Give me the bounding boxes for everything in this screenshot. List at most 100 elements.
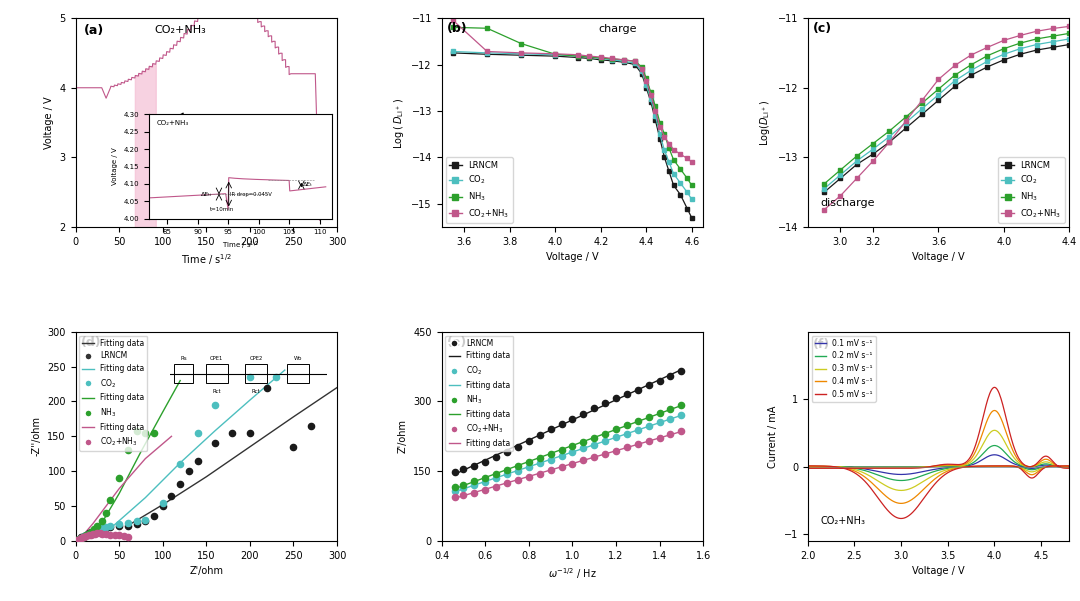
0.2 mV s⁻¹ <box>930 467 943 474</box>
Text: CO₂+NH₃: CO₂+NH₃ <box>821 516 866 526</box>
Point <box>80 528 97 538</box>
Point <box>465 480 483 490</box>
Point <box>76 531 93 541</box>
Point <box>465 477 483 486</box>
CO$_2$ <box>680 189 693 196</box>
NH$_3$ <box>617 56 630 64</box>
Point <box>78 531 95 541</box>
Point <box>102 520 119 530</box>
0.4 mV s⁻¹ <box>895 500 908 507</box>
Point <box>76 532 93 542</box>
Point <box>630 416 647 426</box>
CO$_2$ <box>617 58 630 65</box>
Line: CO$_2$: CO$_2$ <box>451 49 693 201</box>
0.2 mV s⁻¹ <box>801 463 814 471</box>
Y-axis label: Current / mA: Current / mA <box>768 405 779 468</box>
Point <box>137 428 154 438</box>
NH$_3$ <box>686 182 699 189</box>
Point <box>110 474 127 483</box>
Point <box>487 474 504 483</box>
CO$_2$ <box>964 67 977 74</box>
0.3 mV s⁻¹ <box>801 464 814 471</box>
LRNCM <box>981 63 994 70</box>
LRNCM <box>549 52 562 59</box>
Point <box>72 533 90 543</box>
CO$_2$+NH$_3$ <box>1063 23 1076 30</box>
Text: discharge: discharge <box>821 198 875 209</box>
Legend: LRNCM, Fitting data, CO$_2$, Fitting data, NH$_3$, Fitting data, CO$_2$+NH$_3$, : LRNCM, Fitting data, CO$_2$, Fitting dat… <box>445 335 513 451</box>
Point <box>542 455 559 465</box>
Point <box>180 466 198 476</box>
CO$_2$ <box>948 77 961 84</box>
Point <box>85 526 103 536</box>
NH$_3$ <box>674 165 687 172</box>
CO$_2$+NH$_3$ <box>680 155 693 162</box>
Y-axis label: Log ( $D_{\mathrm{Li}^+}$ ): Log ( $D_{\mathrm{Li}^+}$ ) <box>392 97 406 148</box>
Point <box>521 472 538 481</box>
Point <box>531 430 549 440</box>
Point <box>585 433 603 442</box>
CO$_2$ <box>667 170 680 177</box>
Line: 0.1 mV s⁻¹: 0.1 mV s⁻¹ <box>808 455 1069 474</box>
Point <box>630 439 647 449</box>
Legend: Fitting data, LRNCM, Fitting data, CO$_2$, Fitting data, NH$_3$, Fitting data, C: Fitting data, LRNCM, Fitting data, CO$_2… <box>80 335 147 451</box>
CO$_2$ <box>446 48 459 55</box>
0.5 mV s⁻¹ <box>1015 466 1028 474</box>
0.2 mV s⁻¹ <box>894 463 907 471</box>
Point <box>651 376 669 385</box>
CO$_2$+NH$_3$ <box>662 140 675 147</box>
Point <box>69 535 86 545</box>
Point <box>630 425 647 435</box>
Point <box>78 531 95 540</box>
Point <box>564 414 581 424</box>
0.2 mV s⁻¹ <box>1015 464 1028 471</box>
Point <box>662 414 679 424</box>
Point <box>446 483 463 492</box>
Point <box>86 529 104 538</box>
Point <box>575 409 592 418</box>
Point <box>89 528 106 538</box>
Point <box>564 447 581 457</box>
NH$_3$ <box>834 166 847 174</box>
0.1 mV s⁻¹ <box>801 463 814 470</box>
Point <box>575 456 592 465</box>
Point <box>93 529 110 538</box>
X-axis label: Voltage / V: Voltage / V <box>546 252 598 263</box>
0.5 mV s⁻¹ <box>988 384 1001 391</box>
Line: CO$_2$: CO$_2$ <box>822 37 1071 191</box>
0.1 mV s⁻¹ <box>894 463 907 471</box>
NH$_3$ <box>850 153 863 160</box>
Point <box>618 429 635 438</box>
CO$_2$+NH$_3$ <box>1030 28 1043 35</box>
NH$_3$ <box>635 63 648 70</box>
0.1 mV s⁻¹ <box>974 463 987 470</box>
Point <box>241 372 258 382</box>
CO$_2$ <box>834 171 847 178</box>
Point <box>640 436 658 446</box>
Point <box>531 453 549 463</box>
Point <box>630 385 647 395</box>
LRNCM <box>481 50 494 58</box>
NH$_3$ <box>481 25 494 32</box>
LRNCM <box>818 189 831 196</box>
CO$_2$+NH$_3$ <box>981 44 994 51</box>
X-axis label: Voltage / V: Voltage / V <box>913 252 964 263</box>
CO$_2$+NH$_3$ <box>686 159 699 166</box>
LRNCM <box>674 191 687 198</box>
0.5 mV s⁻¹ <box>894 465 907 472</box>
CO$_2$+NH$_3$ <box>667 146 680 153</box>
LRNCM <box>948 83 961 90</box>
Point <box>498 478 515 488</box>
Point <box>510 466 527 475</box>
Point <box>127 519 145 529</box>
LRNCM <box>883 138 896 145</box>
Text: charge: charge <box>598 24 637 34</box>
Point <box>564 441 581 450</box>
Point <box>455 465 472 474</box>
Point <box>80 529 97 538</box>
Point <box>206 400 224 410</box>
Point <box>618 389 635 399</box>
Point <box>70 534 87 544</box>
Point <box>662 404 679 414</box>
Point <box>102 530 119 540</box>
